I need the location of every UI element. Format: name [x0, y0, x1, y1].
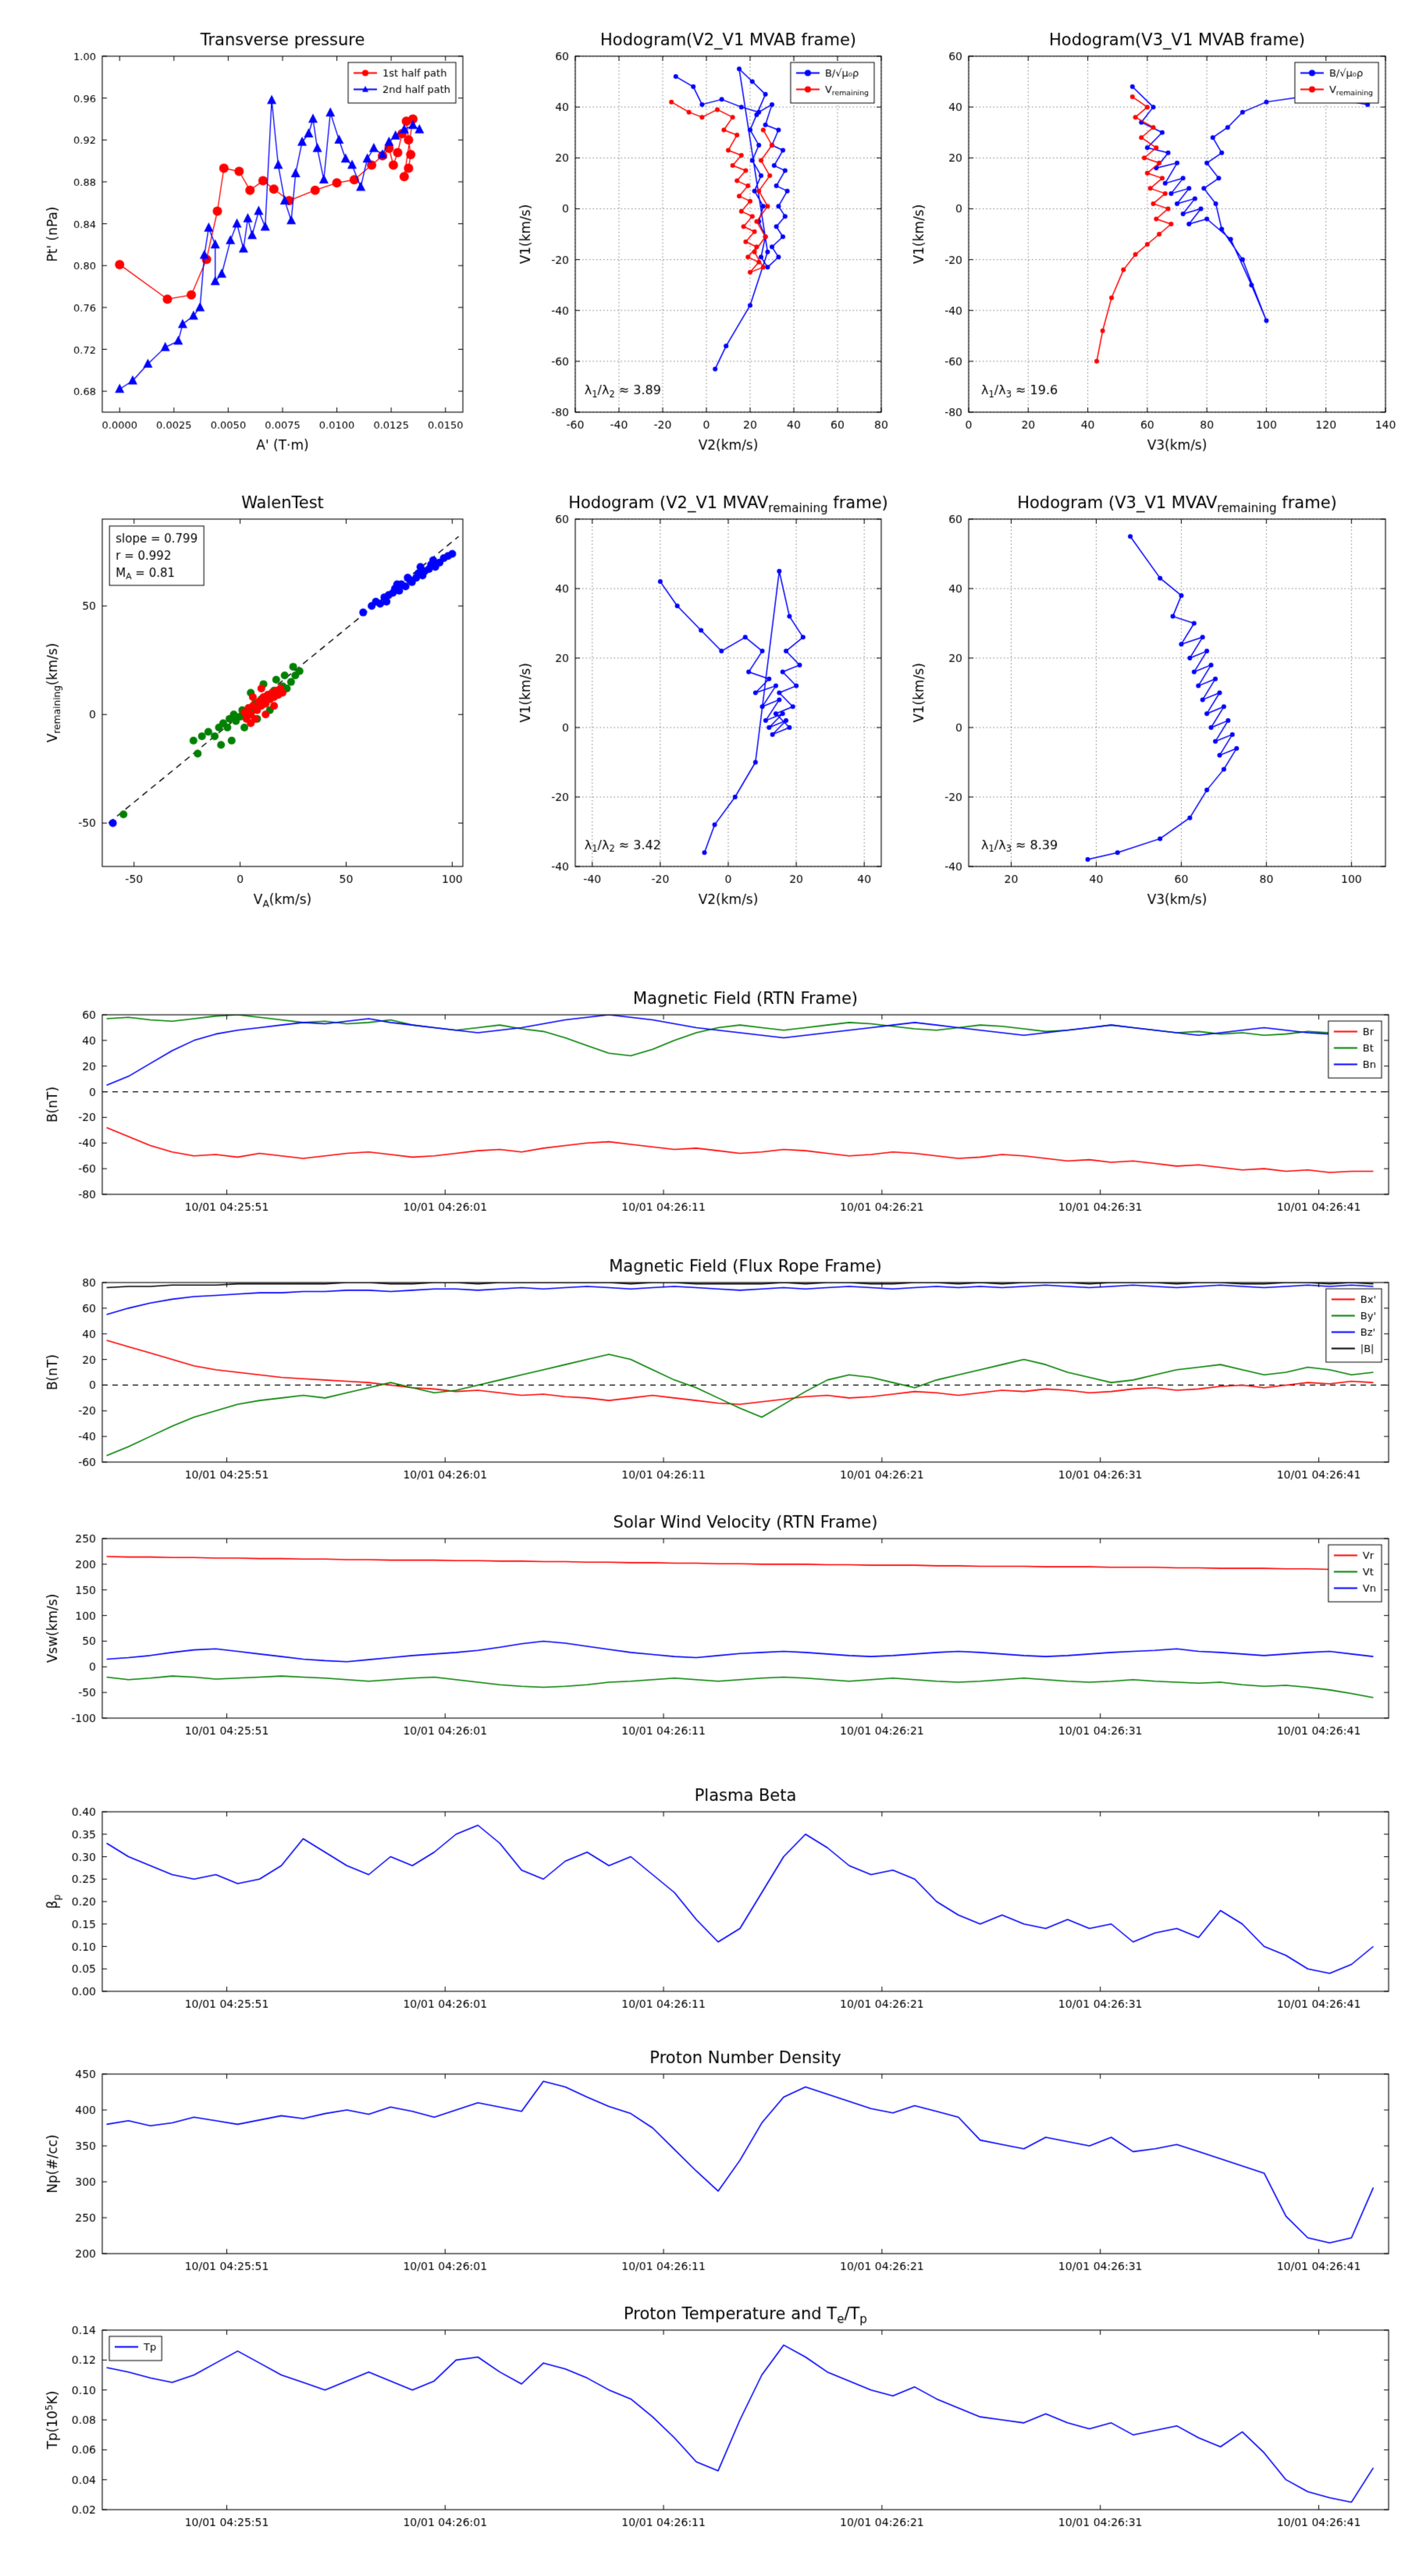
- hodogram-v3v1-mvab-plot: [898, 6, 1400, 459]
- magnetic-field-fluxrope-plot: [0, 1247, 1405, 1505]
- proton-temperature-plot: [0, 2295, 1405, 2553]
- hodogram-v2v1-mvab-plot: [503, 6, 895, 459]
- hodogram-v2v1-mvav-plot: [503, 475, 895, 927]
- walen-test-plot: [23, 475, 477, 927]
- proton-density-plot: [0, 2039, 1405, 2297]
- magnetic-field-rtn-plot: [0, 980, 1405, 1237]
- solar-wind-velocity-plot: [0, 1503, 1405, 1761]
- transverse-pressure-plot: [23, 6, 477, 459]
- plasma-beta-plot: [0, 1777, 1405, 2034]
- hodogram-v3v1-mvav-plot: [898, 475, 1400, 927]
